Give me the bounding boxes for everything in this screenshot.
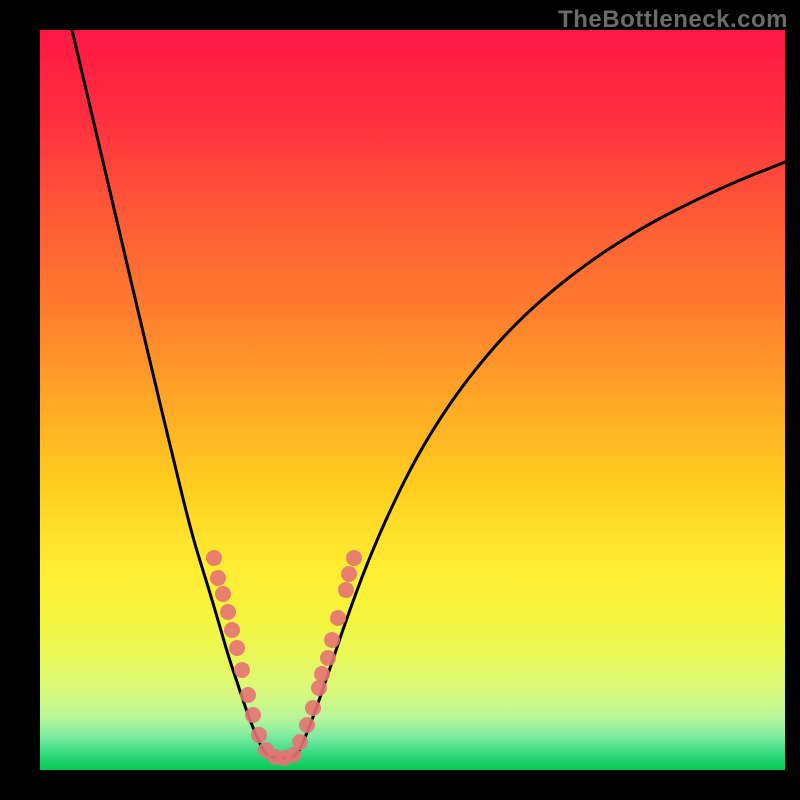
data-dot — [215, 586, 231, 602]
root-container: TheBottleneck.com — [0, 0, 800, 800]
data-dot — [245, 707, 261, 723]
data-dot — [240, 687, 256, 703]
data-dot — [324, 632, 340, 648]
data-dot — [314, 666, 330, 682]
data-dot — [320, 650, 336, 666]
data-dot — [330, 610, 346, 626]
gradient-plot-area — [40, 30, 785, 770]
data-dot — [341, 566, 357, 582]
data-dot — [234, 662, 250, 678]
data-dot — [311, 680, 327, 696]
data-dot — [224, 622, 240, 638]
data-dot — [229, 640, 245, 656]
data-dot — [346, 550, 362, 566]
data-dot — [220, 604, 236, 620]
data-dot — [210, 570, 226, 586]
data-dot — [299, 717, 315, 733]
data-dot — [292, 734, 308, 750]
bottleneck-chart — [0, 0, 800, 800]
data-dot — [338, 582, 354, 598]
data-dot — [251, 727, 267, 743]
data-dot — [305, 700, 321, 716]
data-dot — [206, 550, 222, 566]
watermark-text: TheBottleneck.com — [558, 6, 788, 34]
